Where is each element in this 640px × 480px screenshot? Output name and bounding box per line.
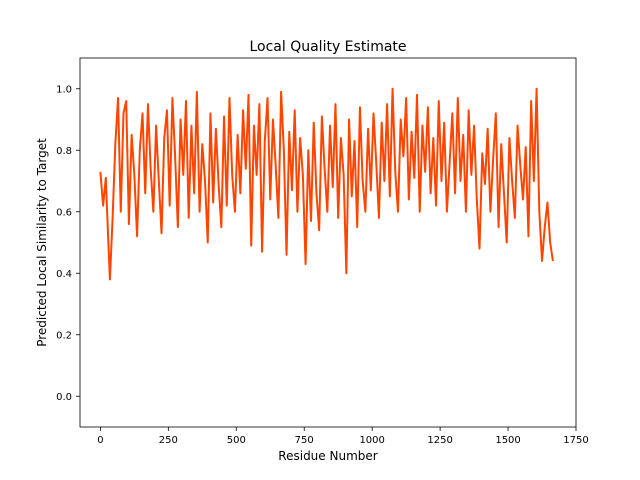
- x-tick-label: 250: [159, 435, 178, 446]
- y-axis: 0.0 0.2 0.4 0.6 0.8 1.0: [56, 84, 80, 403]
- x-tick-label: 1750: [563, 435, 588, 446]
- x-tick-label: 1250: [427, 435, 452, 446]
- x-tick-label: 0: [97, 435, 103, 446]
- y-axis-label: Predicted Local Similarity to Target: [35, 138, 49, 347]
- x-tick-label: 1500: [495, 435, 520, 446]
- x-tick-label: 500: [227, 435, 246, 446]
- y-tick-label: 1.0: [56, 84, 72, 95]
- y-tick-label: 0.6: [56, 207, 72, 218]
- series-line-0: [99, 87, 554, 281]
- plot-frame: [79, 57, 577, 428]
- plot-layer: [99, 87, 554, 281]
- x-axis-label: Residue Number: [278, 449, 377, 463]
- x-axis: 0 250 500 750 1000 1250 1500 1750: [97, 427, 589, 446]
- chart-title: Local Quality Estimate: [249, 39, 406, 55]
- y-tick-label: 0.0: [56, 392, 72, 403]
- y-tick-label: 0.2: [56, 330, 72, 341]
- y-tick-label: 0.4: [56, 269, 72, 280]
- x-tick-label: 1000: [359, 435, 384, 446]
- x-tick-label: 750: [295, 435, 314, 446]
- y-tick-label: 0.8: [56, 146, 72, 157]
